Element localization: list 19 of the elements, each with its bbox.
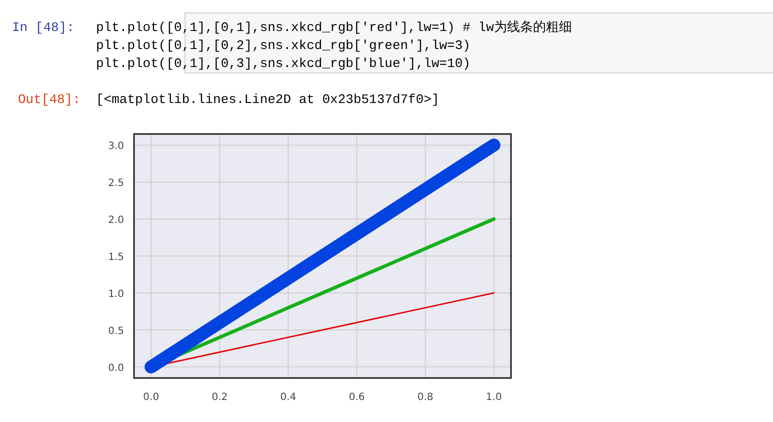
x-tick-label: 0.6 [348, 392, 365, 403]
text: Out[48]: [18, 92, 80, 107]
y-tick-label: 1.5 [108, 252, 124, 263]
x-tick-label: 0.8 [417, 392, 434, 403]
x-tick-label: 1.0 [486, 392, 502, 403]
text: plt.plot([0,1],[0,1],sns.xkcd_rgb['red'],lw=1) # lw为线条的粗细 [96, 20, 572, 35]
text: In [48]: [12, 20, 74, 35]
y-tick-label: 0.0 [108, 362, 124, 374]
x-tick-label: 0.0 [143, 392, 160, 403]
x-tick-label: 0.2 [212, 392, 228, 403]
text: plt.plot([0,1],[0,3],sns.xkcd_rgb['blue'],lw=10) [96, 56, 470, 71]
y-tick-label: 2.5 [108, 178, 124, 190]
text: plt.plot([0,1],[0,2],sns.xkcd_rgb['green'],lw=3) [96, 38, 470, 53]
y-tick-label: 2.0 [108, 215, 124, 226]
text: [<matplotlib.lines.Line2D at 0x23b5137d7f0>] [96, 92, 440, 107]
y-tick-label: 3.0 [108, 141, 124, 152]
x-tick-label: 0.4 [280, 392, 296, 403]
y-tick-label: 0.5 [108, 326, 124, 337]
y-tick-label: 1.0 [108, 288, 124, 300]
